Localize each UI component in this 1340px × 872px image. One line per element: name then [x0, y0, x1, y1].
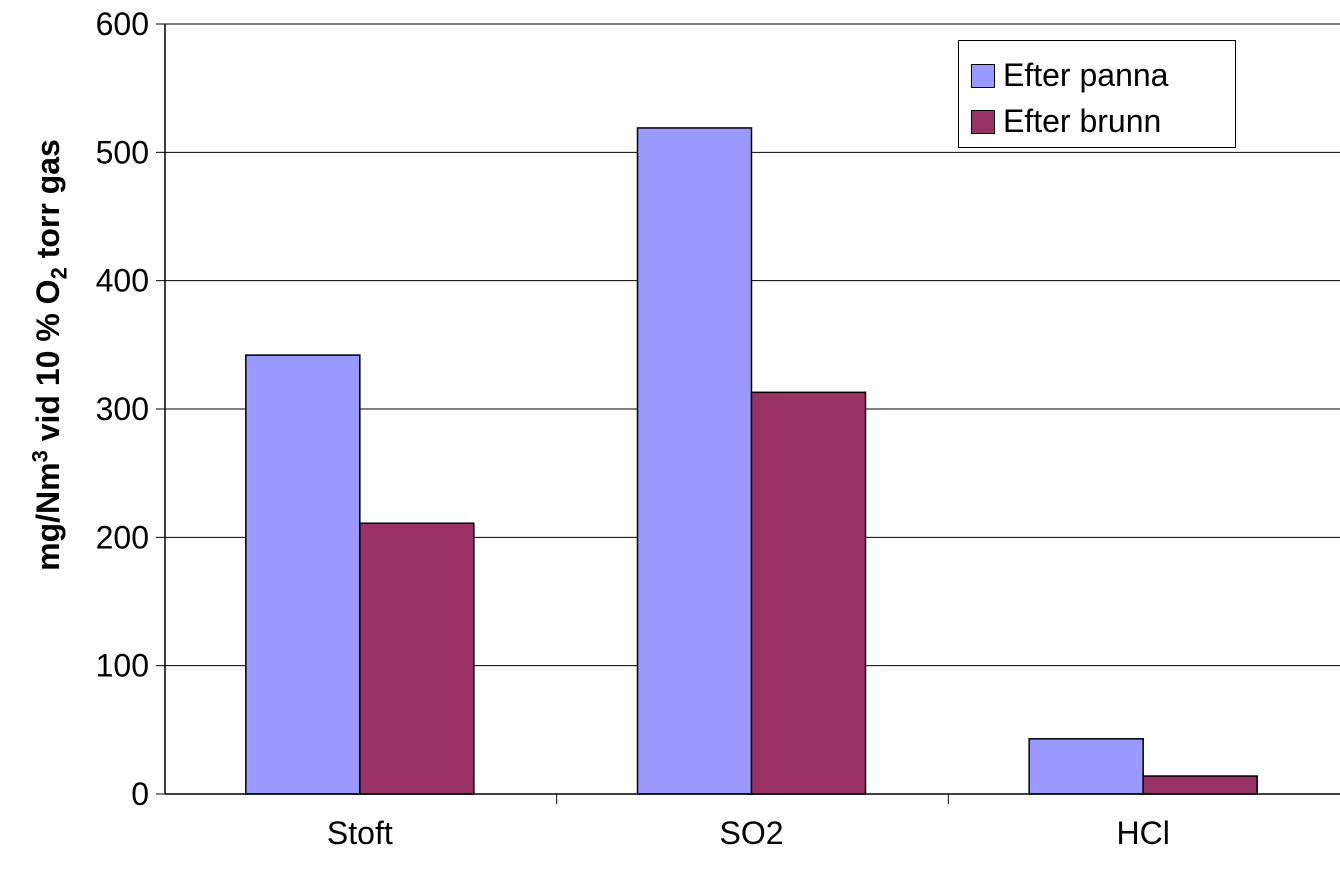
x-tick-label: Stoft: [327, 815, 393, 851]
bar-so2-efter-panna: [636, 127, 753, 795]
bars: [245, 127, 1258, 795]
y-tick-labels: 0 100 200 300 400 500 600: [96, 6, 149, 812]
bar-so2-efter-brunn: [750, 391, 867, 795]
x-tick-labels: Stoft SO2 HCl: [327, 815, 1170, 851]
y-tick-label: 0: [131, 776, 149, 812]
legend-item-efter-panna: Efter panna: [971, 57, 1168, 94]
y-tick-label: 400: [96, 263, 149, 299]
x-tick-label: HCl: [1117, 815, 1170, 851]
y-tick-label: 200: [96, 519, 149, 555]
legend-label-efter-panna: Efter panna: [1003, 57, 1169, 93]
axes: [156, 23, 1340, 804]
bar-stoft-efter-panna: [245, 354, 361, 795]
x-tick-label: SO2: [719, 815, 783, 851]
bar-hcl-efter-panna: [1028, 738, 1144, 795]
legend-swatch-efter-brunn: [971, 109, 995, 134]
legend-label-efter-brunn: Efter brunn: [1003, 103, 1162, 139]
bar-stoft-efter-brunn: [359, 522, 475, 795]
bar-hcl-efter-brunn: [1142, 775, 1258, 795]
legend-item-efter-brunn: Efter brunn: [971, 103, 1161, 140]
legend: Efter panna Efter brunn: [958, 40, 1236, 148]
y-tick-label: 300: [96, 391, 149, 427]
y-tick-label: 600: [96, 6, 149, 42]
legend-swatch-efter-panna: [971, 63, 995, 88]
y-tick-label: 500: [96, 134, 149, 170]
y-axis-label: mg/Nm3 vid 10 % O2 torr gas: [27, 139, 72, 571]
y-tick-label: 100: [96, 648, 149, 684]
